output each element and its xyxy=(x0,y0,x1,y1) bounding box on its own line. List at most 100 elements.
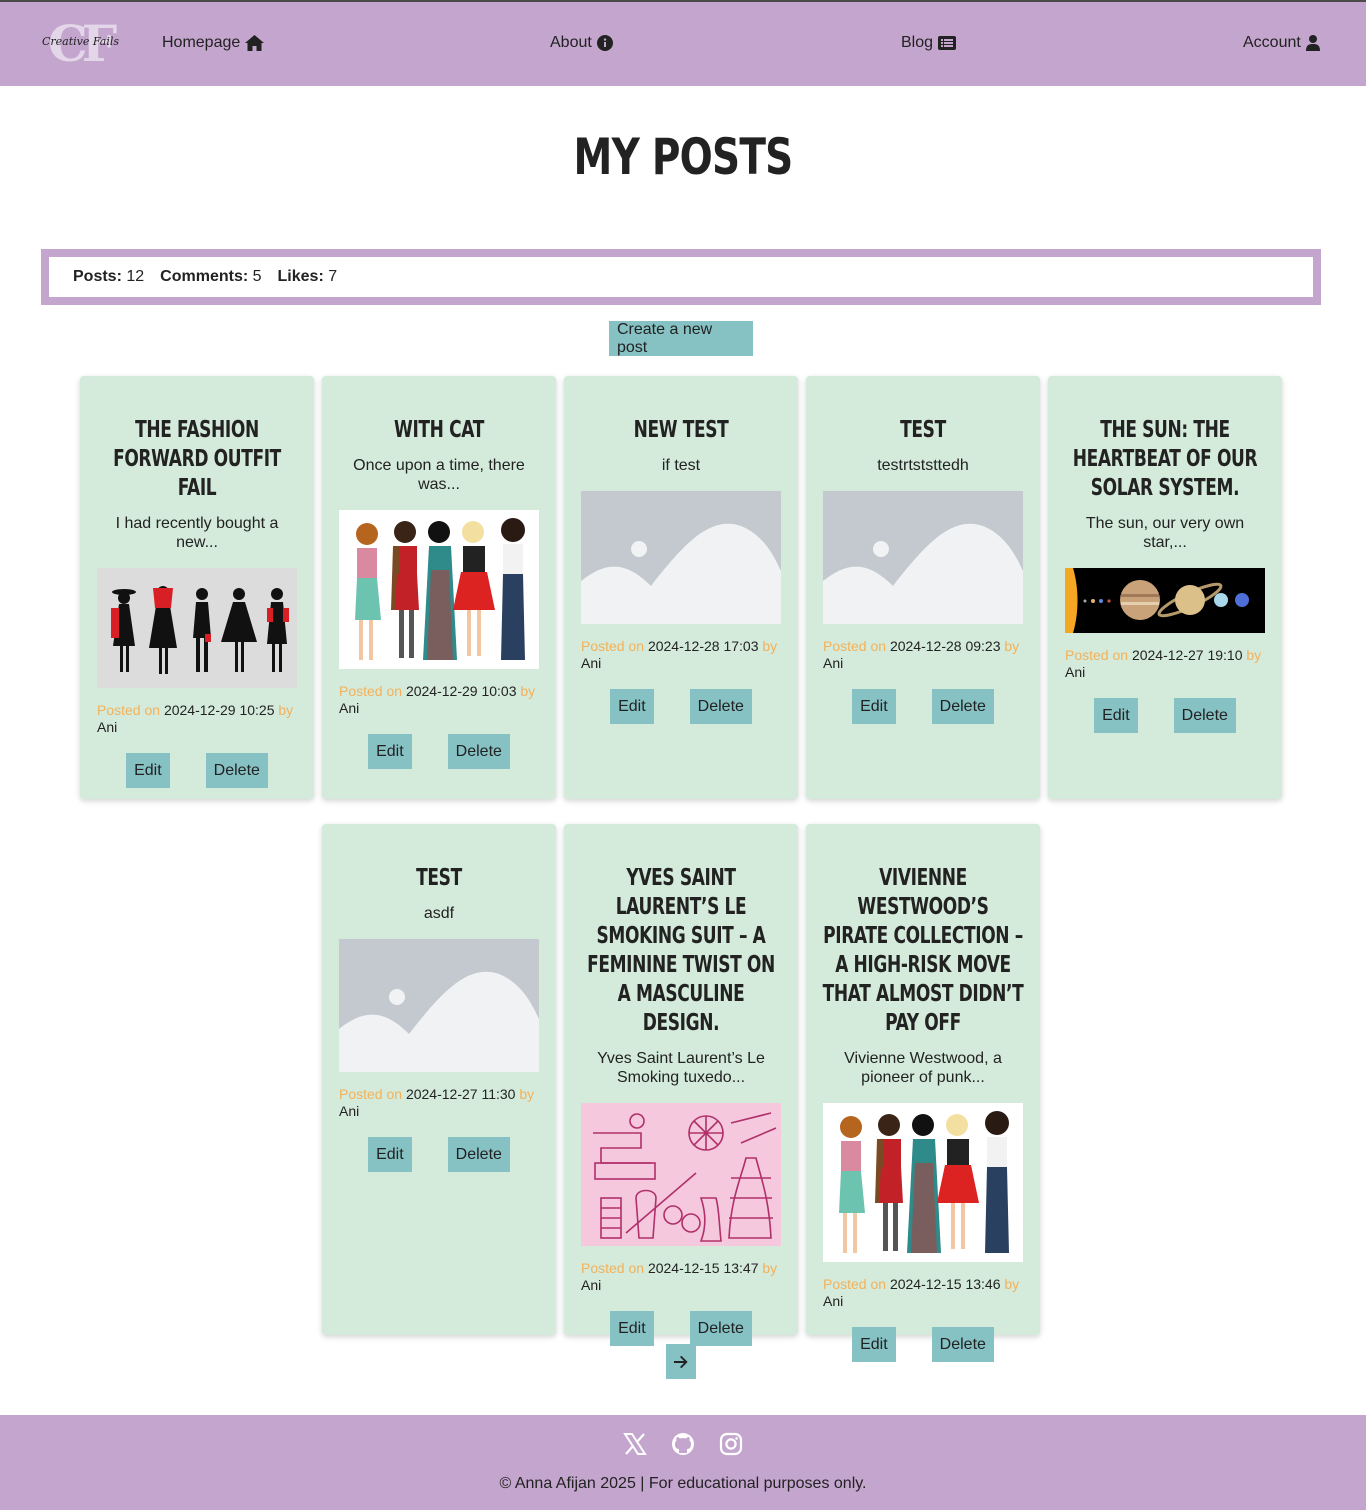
post-excerpt: asdf xyxy=(423,905,455,922)
post-card: test asdf Posted on 2024-12-27 11:30 by … xyxy=(322,824,556,1335)
posted-on-label: Posted on xyxy=(97,702,161,718)
by-label: by xyxy=(520,683,536,699)
post-date: 2024-12-15 13:46 xyxy=(889,1276,1001,1292)
github-icon[interactable] xyxy=(671,1432,695,1456)
post-title[interactable]: test xyxy=(900,417,946,443)
post-excerpt: I had recently bought a new... xyxy=(115,515,279,551)
delete-button[interactable]: Delete xyxy=(205,753,268,788)
nav-blog[interactable]: Blog xyxy=(901,34,957,52)
post-image xyxy=(339,510,539,674)
post-date: 2024-12-29 10:03 xyxy=(405,683,517,699)
post-card: The fashion forward outfit fail I had re… xyxy=(80,376,314,799)
by-label: by xyxy=(762,1260,778,1276)
post-title[interactable]: The fashion forward outfit fail xyxy=(113,417,281,501)
by-label: by xyxy=(1004,1276,1020,1292)
post-author: Ani xyxy=(581,1277,602,1293)
post-title[interactable]: test xyxy=(416,865,462,891)
nav-homepage-label: Homepage xyxy=(162,34,241,51)
social-links xyxy=(0,1432,1366,1456)
nav-homepage[interactable]: Homepage xyxy=(162,34,265,52)
post-actions: Edit Delete xyxy=(581,1311,781,1346)
post-card: Yves Saint Laurent’s Le Smoking Suit – A… xyxy=(564,824,798,1346)
post-image xyxy=(1065,568,1265,638)
post-date: 2024-12-27 19:10 xyxy=(1131,647,1243,663)
info-circle-icon xyxy=(596,35,613,51)
edit-button[interactable]: Edit xyxy=(126,753,170,788)
delete-button[interactable]: Delete xyxy=(931,689,994,724)
post-author: Ani xyxy=(823,655,844,671)
post-author: Ani xyxy=(339,700,360,716)
post-actions: Edit Delete xyxy=(823,1327,1023,1362)
post-card: Vivienne Westwood’s Pirate Collection – … xyxy=(806,824,1040,1362)
instagram-icon[interactable] xyxy=(719,1432,743,1456)
user-icon xyxy=(1305,35,1320,51)
delete-button[interactable]: Delete xyxy=(931,1327,994,1362)
by-label: by xyxy=(762,638,778,654)
post-title[interactable]: Yves Saint Laurent’s Le Smoking Suit – A… xyxy=(587,865,775,1036)
logo-script: Creative Fails xyxy=(42,35,120,48)
edit-button[interactable]: Edit xyxy=(368,734,412,769)
post-excerpt: Vivienne Westwood, a pioneer of punk... xyxy=(844,1050,1002,1086)
post-title[interactable]: Vivienne Westwood’s Pirate Collection – … xyxy=(822,865,1024,1036)
placeholder-image-icon xyxy=(823,491,1023,629)
delete-button[interactable]: Delete xyxy=(689,1311,752,1346)
site-logo[interactable]: CF Creative Fails xyxy=(42,14,130,73)
post-card: with cat Once upon a time, there was... … xyxy=(322,376,556,799)
stat-likes: Likes: 7 xyxy=(278,268,338,286)
post-excerpt: if test xyxy=(661,457,701,474)
edit-button[interactable]: Edit xyxy=(610,689,654,724)
nav-account[interactable]: Account xyxy=(1243,34,1320,52)
post-date: 2024-12-28 17:03 xyxy=(647,638,759,654)
by-label: by xyxy=(519,1086,535,1102)
post-title[interactable]: The Sun: The Heartbeat of Our Solar Syst… xyxy=(1072,417,1258,501)
post-actions: Edit Delete xyxy=(97,753,297,788)
x-twitter-icon[interactable] xyxy=(623,1432,647,1456)
delete-button[interactable]: Delete xyxy=(689,689,752,724)
post-meta: Posted on 2024-12-29 10:25 by Ani xyxy=(97,702,297,736)
stat-posts-value: 12 xyxy=(126,268,145,285)
delete-button[interactable]: Delete xyxy=(1173,698,1236,733)
edit-button[interactable]: Edit xyxy=(852,689,896,724)
stat-posts: Posts: 12 xyxy=(73,268,144,286)
edit-button[interactable]: Edit xyxy=(368,1137,412,1172)
post-author: Ani xyxy=(97,719,118,735)
post-date: 2024-12-28 09:23 xyxy=(889,638,1001,654)
delete-button[interactable]: Delete xyxy=(447,734,510,769)
post-actions: Edit Delete xyxy=(823,689,1023,724)
post-date: 2024-12-27 11:30 xyxy=(405,1086,516,1102)
post-meta: Posted on 2024-12-29 10:03 by Ani xyxy=(339,683,539,717)
edit-button[interactable]: Edit xyxy=(610,1311,654,1346)
post-image xyxy=(823,1103,1023,1267)
delete-button[interactable]: Delete xyxy=(447,1137,510,1172)
posted-on-label: Posted on xyxy=(339,1086,403,1102)
post-actions: Edit Delete xyxy=(1065,698,1265,733)
navbar: CF Creative Fails Homepage About Blog Ac… xyxy=(0,2,1366,86)
nav-about[interactable]: About xyxy=(550,34,613,52)
stat-likes-value: 7 xyxy=(328,268,338,285)
post-author: Ani xyxy=(339,1103,360,1119)
post-meta: Posted on 2024-12-28 09:23 by Ani xyxy=(823,638,1023,672)
post-author: Ani xyxy=(1065,664,1086,680)
list-alt-icon xyxy=(938,36,957,50)
posted-on-label: Posted on xyxy=(823,1276,887,1292)
posted-on-label: Posted on xyxy=(581,1260,645,1276)
edit-button[interactable]: Edit xyxy=(1094,698,1138,733)
create-post-button[interactable]: Create a new post xyxy=(609,321,753,356)
post-card: test testrtststtedh Posted on 2024-12-28… xyxy=(806,376,1040,799)
stat-comments-value: 5 xyxy=(252,268,262,285)
nav-about-label: About xyxy=(550,34,592,51)
post-author: Ani xyxy=(823,1293,844,1309)
placeholder-image-icon xyxy=(581,491,781,629)
post-author: Ani xyxy=(581,655,602,671)
post-title[interactable]: new test xyxy=(633,417,729,443)
stat-likes-label: Likes: xyxy=(277,268,324,285)
edit-button[interactable]: Edit xyxy=(852,1327,896,1362)
next-page-button[interactable] xyxy=(666,1344,696,1379)
post-title[interactable]: with cat xyxy=(394,417,484,443)
copyright-text: © Anna Afijan 2025 | For educational pur… xyxy=(499,1475,867,1492)
logo-letters: CF xyxy=(48,14,117,73)
stat-comments-label: Comments: xyxy=(160,268,249,285)
posted-on-label: Posted on xyxy=(1065,647,1129,663)
footer: © Anna Afijan 2025 | For educational pur… xyxy=(0,1415,1366,1510)
top-border xyxy=(0,0,1366,2)
